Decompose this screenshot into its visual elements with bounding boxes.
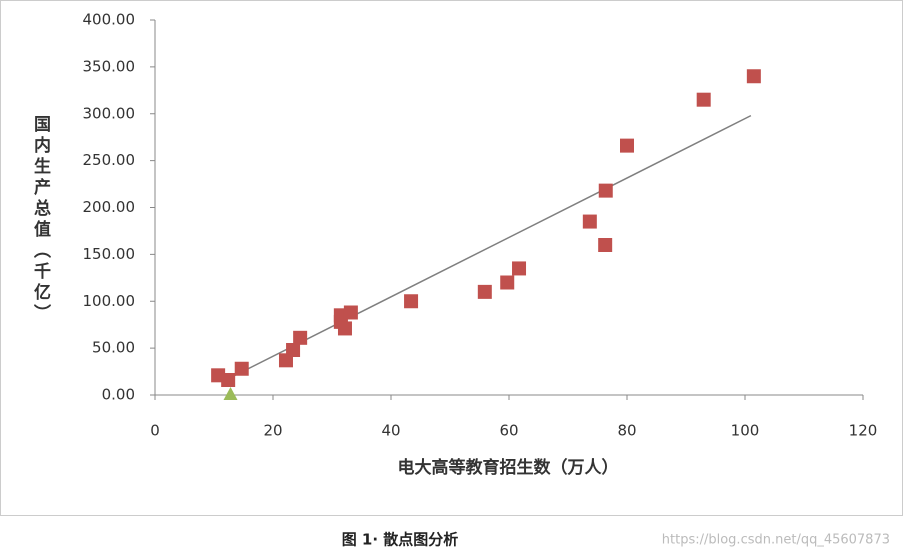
x-tick-label: 80 [617, 422, 636, 440]
watermark: https://blog.csdn.net/qq_45607873 [662, 533, 890, 548]
caption: 图 1· 散点图分析 [342, 531, 459, 549]
point [620, 138, 634, 153]
y-axis-label: 国内生产总值（千亿） [30, 115, 51, 325]
point [286, 343, 301, 357]
y-tick-label: 200.00 [83, 198, 136, 216]
point [512, 261, 527, 276]
x-tick-label: 100 [731, 422, 760, 440]
point [477, 284, 492, 299]
y-tick-label: 400.00 [83, 11, 136, 29]
y-tick-label: 100.00 [83, 292, 136, 310]
point [582, 214, 597, 229]
y-tick-label: 350.00 [83, 57, 136, 75]
point [293, 330, 308, 345]
y-tick-label: 300.00 [83, 104, 136, 122]
point [598, 238, 613, 252]
point [598, 183, 613, 198]
y-tick-label: 50.00 [92, 339, 135, 357]
point [404, 294, 419, 309]
x-tick-label: 120 [849, 422, 878, 440]
x-axis-label: 电大高等教育招生数（万人） [398, 457, 619, 478]
point [500, 275, 515, 290]
point [223, 387, 238, 400]
trendline [225, 114, 752, 381]
y-tick-label: 0.00 [102, 386, 135, 404]
point [337, 321, 352, 336]
x-tick-label: 60 [499, 422, 518, 440]
x-tick-label: 20 [263, 422, 282, 440]
y-tick-label: 250.00 [83, 151, 136, 169]
x-tick-label: 40 [381, 422, 400, 440]
chart-frame [0, 0, 903, 516]
point [696, 92, 711, 107]
point [746, 69, 761, 84]
point [234, 361, 249, 376]
y-tick-label: 150.00 [83, 245, 136, 263]
point [221, 373, 236, 387]
point [343, 305, 358, 320]
x-tick-label: 0 [150, 422, 160, 440]
